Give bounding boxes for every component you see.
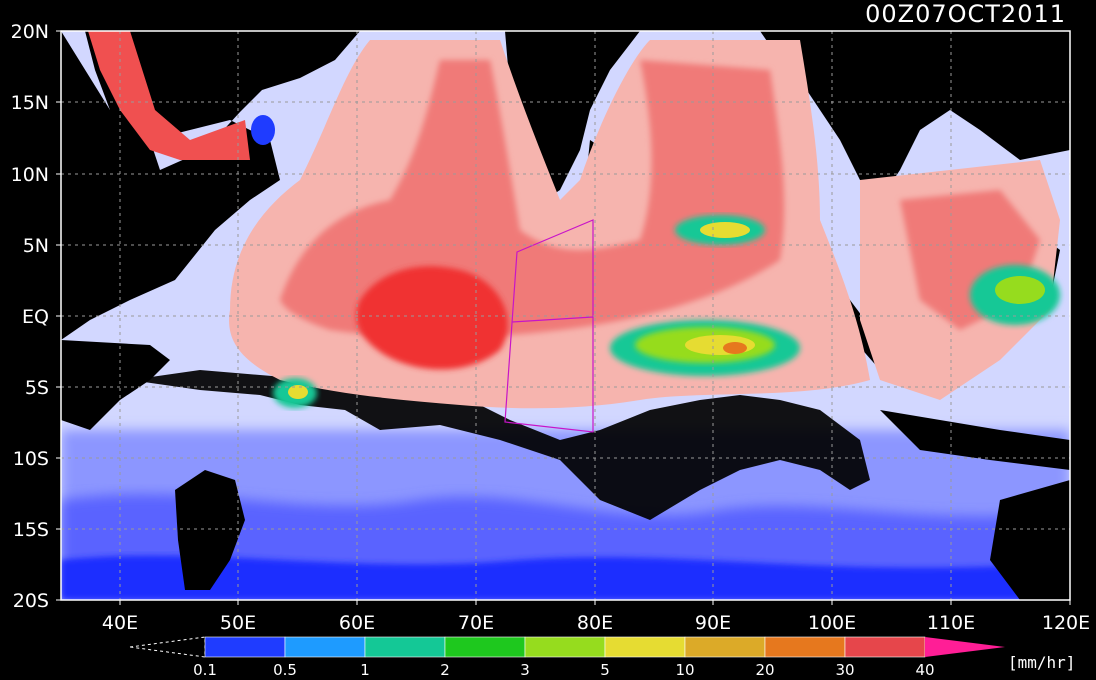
latitude-labels: 20N 15N 10N 5N EQ 5S 10S 15S 20S [11,21,49,612]
lon-label: 50E [220,612,256,634]
lon-label: 40E [102,612,138,634]
colorbar-segment [444,636,526,658]
colorbar-level-label: 0.1 [193,661,217,679]
rain-core-equator [356,266,508,370]
colorbar-level-label: 0.5 [273,661,297,679]
colorbar-segment [284,636,366,658]
cell-north-yellow [700,222,750,238]
cell-aden-blue [251,115,275,145]
lat-label: 15S [13,519,49,541]
colorbar-segment [764,636,846,658]
colorbar: 0.1 0.5 1 2 3 5 10 20 30 40 [mm/hr] [129,636,1075,679]
australia-land [990,480,1070,600]
colorbar-level-label: 10 [675,661,694,679]
southeast-asia-land [760,31,1070,200]
lon-label: 60E [339,612,375,634]
lat-label: 10N [11,164,49,186]
colorbar-segment [524,636,606,658]
colorbar-level-label: 3 [520,661,530,679]
colorbar-level-label: 40 [915,661,934,679]
java-land [880,410,1070,470]
colorbar-segment [604,636,686,658]
lat-label: 15N [11,92,49,114]
colorbar-segments [204,636,1005,658]
gridlines [61,31,1070,600]
lat-label: EQ [22,306,49,328]
colorbar-level-label: 20 [755,661,774,679]
madagascar-land [175,470,245,590]
cell-borneo-lime [995,276,1045,304]
colorbar-level-label: 30 [835,661,854,679]
red-sea-rain [88,31,250,160]
lat-label: 20S [13,590,49,612]
lat-label: 5S [25,377,49,399]
southern-intense-band [61,555,1070,600]
rain-fields [88,31,1060,409]
lon-label: 80E [577,612,613,634]
colorbar-level-label: 5 [600,661,610,679]
colorbar-unit-label: [mm/hr] [1008,653,1075,672]
east-africa-coast [61,340,170,430]
lon-label: 90E [695,612,731,634]
cell-cluster-orange [723,342,747,354]
analysis-box [504,219,594,433]
lon-label: 70E [458,612,494,634]
colorbar-under-arrow [129,636,206,658]
colorbar-segment [364,636,446,658]
lat-label: 5N [23,235,49,257]
colorbar-labels: 0.1 0.5 1 2 3 5 10 20 30 40 [193,661,934,679]
rain-red-region [280,60,785,338]
colorbar-level-label: 2 [440,661,450,679]
colorbar-over-arrow [925,637,1005,657]
colorbar-segment [684,636,766,658]
tick-marks [56,30,1071,605]
dry-zone-black-band [130,370,870,520]
longitude-labels: 40E 50E 60E 70E 80E 90E 100E 110E 120E [102,612,1090,634]
lon-label: 120E [1042,612,1090,634]
lat-label: 10S [13,448,49,470]
colorbar-segment [844,636,926,658]
timestamp-label: 00Z07OCT2011 [865,0,1066,28]
colorbar-segment [204,636,286,658]
cell-west-yellow [288,385,308,399]
lat-label: 20N [11,21,49,43]
colorbar-level-label: 1 [360,661,370,679]
lon-label: 110E [927,612,975,634]
lon-label: 100E [808,612,856,634]
